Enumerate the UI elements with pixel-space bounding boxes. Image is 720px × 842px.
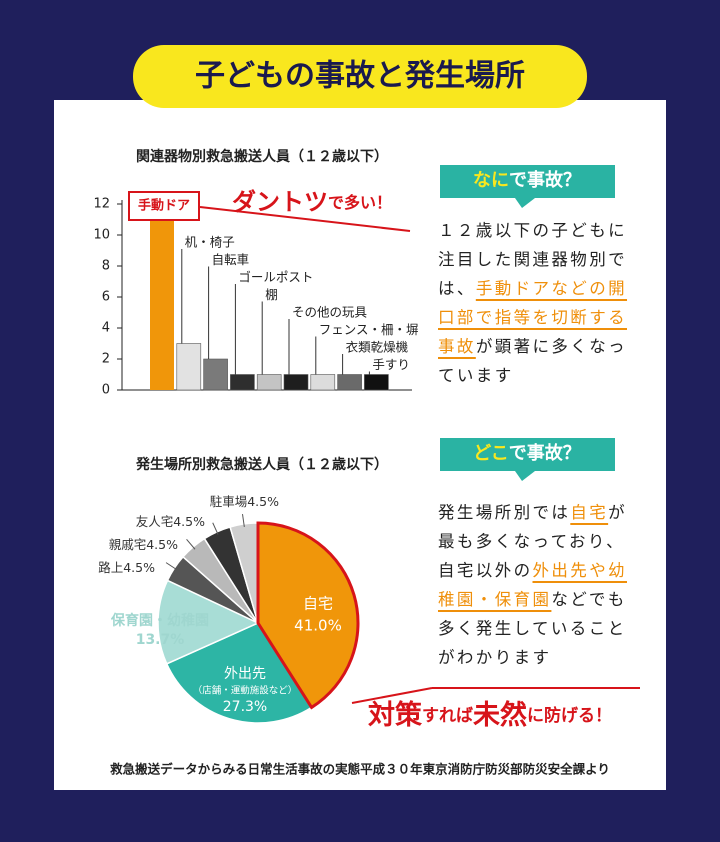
bar: [337, 374, 362, 391]
bar: [150, 211, 174, 390]
highlight-text: 外出先や幼稚園・保育園: [438, 561, 627, 609]
heading-part: で事故？: [509, 169, 581, 191]
bar-label: 机・椅子: [185, 235, 235, 250]
slice-name: 路上: [98, 560, 123, 575]
callout-part: すれば: [422, 706, 473, 726]
heading-part: なに: [473, 170, 509, 191]
bar: [176, 343, 202, 391]
y-tick-label: 10: [93, 228, 110, 243]
body-text: などでも多く発生していることがわかります: [438, 590, 627, 667]
heading-box: [440, 438, 615, 471]
annotation-part: ダントツ: [232, 188, 328, 216]
y-tick-label: 0: [102, 383, 110, 398]
leader-line: [165, 562, 178, 571]
section-heading: どこで事故？: [473, 442, 580, 464]
slice-label: 駐車場4.5%: [210, 494, 279, 509]
section-heading: なにで事故？: [473, 169, 581, 191]
bar: [203, 358, 228, 391]
slice-value: 41.0%: [294, 617, 342, 635]
annotation-line: [199, 206, 411, 232]
slice-name: 駐車場: [210, 494, 248, 509]
callout-part: 対策: [368, 699, 423, 731]
annotation-part: で多い！: [328, 193, 392, 212]
bar-label: ゴールポスト: [238, 270, 313, 285]
bar: [256, 374, 282, 391]
bar-label: 自転車: [212, 252, 250, 267]
bar-label: 衣類乾燥機: [346, 340, 409, 355]
bar: [230, 374, 255, 391]
y-tick-label: 4: [102, 321, 110, 336]
bar-label: 手動ドア: [138, 198, 190, 214]
source: 救急搬送データからみる日常生活事故の実態平成３０年東京消防庁防災部防災安全課より: [110, 762, 610, 777]
title-pill: [133, 45, 587, 108]
slice-outline: [256, 521, 360, 710]
heading-part: で事故？: [509, 442, 581, 464]
bar: [283, 374, 309, 391]
body-text: が顕著に多くなっています: [438, 337, 628, 385]
slice-label: 親戚宅4.5%: [109, 537, 178, 552]
slice-label: 保育園・幼稚園: [110, 612, 209, 629]
bar-chart-title: 関連器物別救急搬送人員（１２歳以下）: [136, 148, 388, 165]
heading-box: [440, 165, 615, 198]
pie-chart-title: 発生場所別救急搬送人員（１２歳以下）: [135, 456, 388, 473]
leader-line: [186, 539, 196, 550]
callout-part: 未然: [473, 699, 527, 731]
bar-label: フェンス・柵・塀: [319, 322, 419, 337]
slice-value: 13.7%: [136, 632, 185, 648]
bar: [310, 374, 336, 391]
paragraph: １２歳以下の子どもに注目した関連器物別では、手動ドアなどの開口部で指等を切断する…: [438, 216, 630, 390]
y-tick-label: 8: [102, 259, 110, 274]
slice-note: （店舗・運動施設など）: [193, 685, 298, 697]
bar-label: 棚: [265, 287, 278, 302]
leader-line: [242, 514, 245, 528]
highlight-text: 手動ドアなどの開口部で指等を切断する事故: [438, 279, 628, 356]
heading-part: どこ: [473, 443, 508, 464]
slice-name: 親戚宅: [109, 537, 147, 552]
slice-value: 4.5%: [173, 514, 205, 529]
bar-label: その他の玩具: [292, 305, 368, 320]
callout-part: に防げる！: [527, 705, 612, 726]
page-title: 子どもの事故と発生場所: [195, 59, 525, 94]
slice-label: 自宅: [303, 595, 333, 613]
y-tick-label: 2: [102, 352, 110, 367]
highlight-text: 自宅: [570, 503, 609, 522]
leader-line: [212, 522, 219, 535]
y-tick-label: 6: [102, 290, 110, 305]
slice-name: 友人宅: [136, 514, 174, 529]
slice-value: 4.5%: [146, 537, 178, 552]
annotation: ダントツで多い！: [232, 188, 392, 216]
callout-line: [351, 687, 433, 704]
body-text: １２歳以下の子どもに注目した関連器物別では、: [438, 221, 627, 298]
paragraph: 発生場所別では自宅が最も多くなっており、自宅以外の外出先や幼稚園・保育園などでも…: [438, 498, 630, 672]
bar: [364, 374, 389, 391]
heading-pointer: [515, 471, 535, 481]
slice-value: 27.3%: [223, 699, 267, 715]
body-text: 発生場所別では: [438, 503, 571, 522]
slice-value: 4.5%: [123, 560, 155, 575]
heading-pointer: [515, 198, 535, 208]
slice-label: 友人宅4.5%: [136, 514, 205, 529]
y-tick-label: 12: [93, 197, 110, 212]
pie-slice: [157, 579, 260, 665]
slice-label: 路上4.5%: [98, 560, 155, 575]
body-text: が最も多くなっており、自宅以外の: [438, 503, 628, 580]
bar-label: 手すり: [372, 357, 410, 372]
label-box: [128, 191, 200, 221]
slice-label: 外出先: [224, 666, 266, 682]
callout: 対策すれば未然に防げる！: [368, 699, 612, 731]
slice-value: 4.5%: [247, 494, 279, 509]
